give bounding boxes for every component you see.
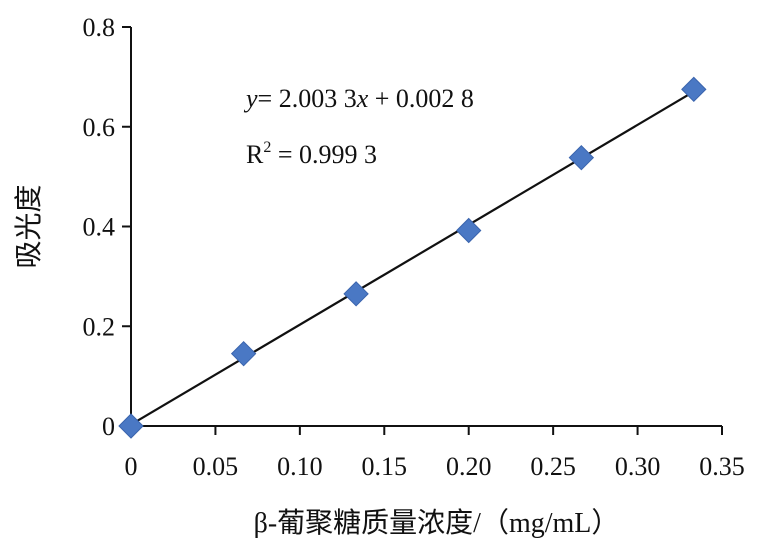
y-axis-title: 吸光度 [13, 184, 45, 268]
x-axis-title: β-葡聚糖质量浓度/（mg/mL） [254, 507, 620, 539]
x-tick-label: 0.10 [277, 452, 323, 481]
x-tick-label: 0.30 [615, 452, 661, 481]
x-tick-label: 0.15 [362, 452, 408, 481]
data-point [568, 144, 595, 171]
data-point [681, 76, 707, 103]
y-tick-label: 0.8 [83, 13, 116, 42]
y-tick-label: 0.6 [83, 113, 116, 142]
x-tick-label: 0.20 [446, 452, 492, 481]
points-group [118, 76, 707, 439]
y-tick-label: 0 [102, 412, 115, 441]
x-tick-label: 0 [125, 452, 138, 481]
x-tick-label: 0.35 [699, 452, 745, 481]
labels-group: 0 0.2 0.4 0.6 0.8 0 0.05 0.10 0.15 0.20 0.25 0.30 0.… [13, 13, 745, 539]
trendline-group [130, 90, 695, 426]
equation-annotation: y= 2.003 3x + 0.002 8 [243, 84, 474, 113]
trendline [130, 90, 695, 426]
data-point [230, 340, 257, 367]
x-tick-label: 0.05 [193, 452, 239, 481]
r-squared-annotation: R2 = 0.999 3 [246, 139, 377, 169]
axes [122, 26, 723, 435]
data-point [343, 281, 369, 307]
data-point [456, 217, 482, 244]
x-tick-label: 0.25 [530, 452, 576, 481]
y-tick-label: 0.4 [83, 213, 116, 242]
y-tick-label: 0.2 [83, 312, 116, 341]
data-point [118, 413, 144, 439]
